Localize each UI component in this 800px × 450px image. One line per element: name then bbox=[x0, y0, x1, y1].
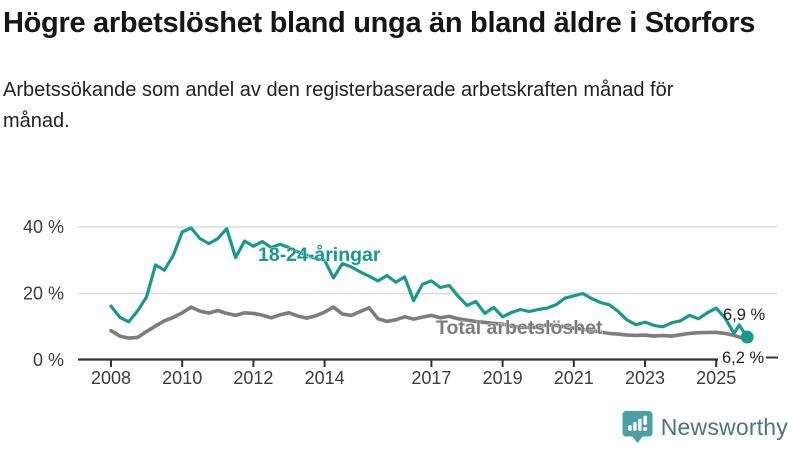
x-tick-label: 2025 bbox=[696, 368, 736, 388]
series-line-young bbox=[109, 226, 749, 339]
series-line-total bbox=[109, 305, 750, 342]
brand-bar-3 bbox=[637, 418, 642, 431]
brand-bar-1 bbox=[627, 425, 632, 431]
newsworthy-logo-icon bbox=[622, 411, 653, 443]
x-tick-label: 2023 bbox=[625, 368, 665, 388]
end-value-label: 6,9 % bbox=[723, 306, 766, 324]
series-end-dot bbox=[740, 330, 754, 344]
x-tick-label: 2014 bbox=[305, 368, 345, 388]
brand-exclamation-dot bbox=[642, 427, 647, 431]
y-tick-label: 40 % bbox=[23, 217, 64, 237]
y-tick-label: 0 % bbox=[33, 350, 64, 370]
brand-bar-2 bbox=[632, 422, 637, 431]
brand-name: Newsworthy bbox=[660, 413, 788, 440]
chart-header: Högre arbetslöshet bland unga än bland ä… bbox=[3, 6, 795, 137]
series-label: Total arbetslöshet bbox=[436, 317, 603, 339]
brand-bubble-shape bbox=[622, 411, 653, 443]
x-tick-label: 2008 bbox=[91, 368, 131, 388]
x-tick-label: 2012 bbox=[233, 368, 273, 388]
x-tick-label: 2019 bbox=[483, 368, 523, 388]
x-tick-label: 2021 bbox=[554, 368, 594, 388]
series-label: 18-24-åringar bbox=[258, 243, 381, 266]
x-tick-label: 2010 bbox=[162, 368, 202, 388]
x-tick-label: 2017 bbox=[411, 368, 451, 388]
chart-title: Högre arbetslöshet bland unga än bland ä… bbox=[3, 7, 756, 39]
end-value-label: 6,2 % bbox=[722, 349, 765, 367]
chart-subtitle: Arbetssökande som andel av den registerb… bbox=[3, 78, 674, 132]
newsworthy-brand: Newsworthy bbox=[622, 410, 788, 444]
y-tick-label: 20 % bbox=[23, 284, 64, 304]
brand-exclamation-stem bbox=[643, 415, 647, 425]
